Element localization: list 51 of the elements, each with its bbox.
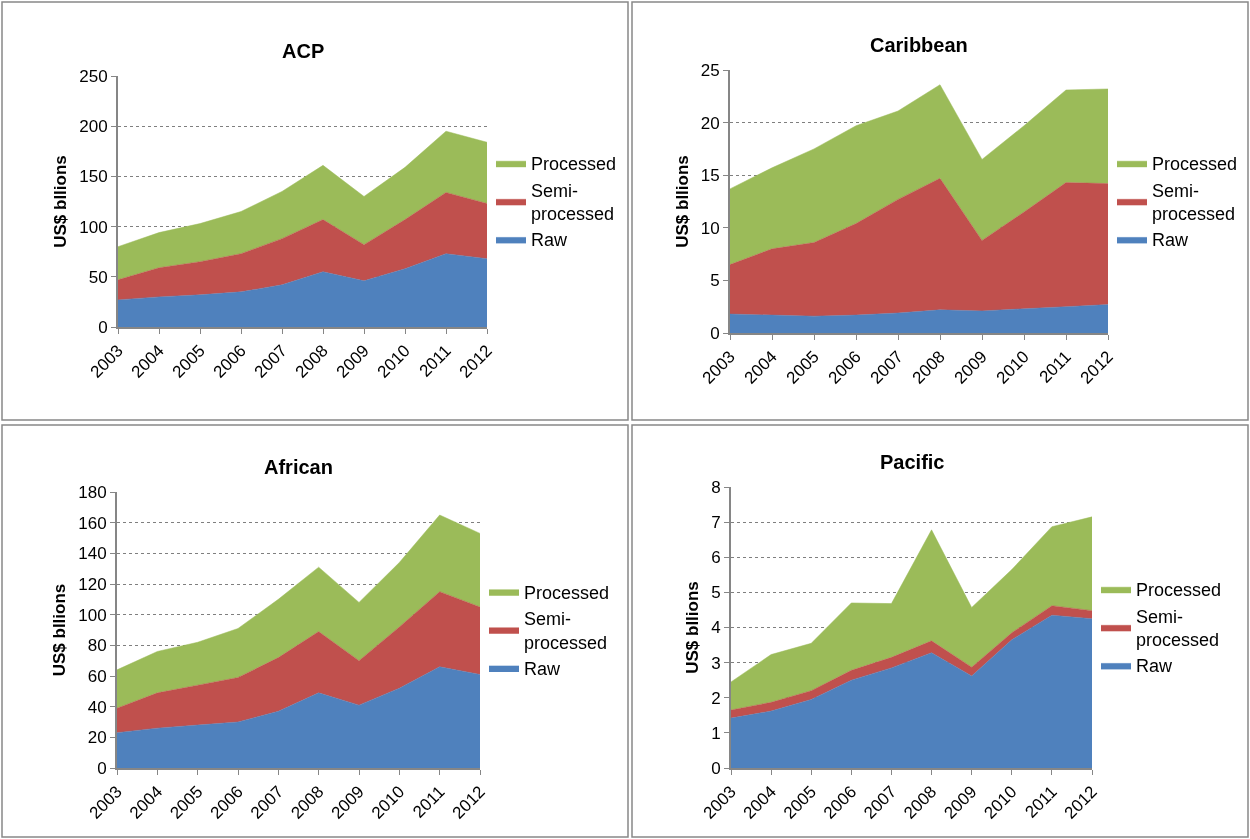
chart-title: Pacific [880, 451, 945, 473]
y-tick-label: 8 [711, 477, 721, 497]
legend-label: Processed [524, 582, 610, 603]
y-tick-label: 1 [711, 723, 721, 743]
legend-label: Processed [531, 154, 617, 175]
y-tick-label: 15 [700, 166, 720, 186]
legend-label: Raw [524, 658, 562, 679]
chart-title: African [264, 456, 333, 478]
legend-label: Processed [1136, 580, 1222, 601]
y-tick-label: 50 [88, 267, 108, 287]
legend-label: Semi- processed [1136, 606, 1220, 651]
y-tick-label: 6 [711, 548, 721, 568]
y-tick-label: 250 [79, 66, 108, 86]
chart-title: Caribbean [870, 34, 968, 56]
legend-label: Raw [531, 230, 569, 251]
y-tick-label: 0 [97, 758, 107, 778]
y-tick-label: 40 [87, 697, 107, 717]
y-tick-label: 5 [710, 271, 720, 291]
legend-label: Semi- processed [531, 180, 615, 225]
y-axis-title: US$ bllions [672, 155, 692, 248]
y-tick-label: 140 [78, 544, 107, 564]
y-tick-label: 160 [78, 513, 107, 533]
y-tick-label: 10 [700, 218, 720, 238]
y-tick-label: 5 [711, 583, 721, 603]
legend-label: Semi- processed [524, 609, 608, 653]
legend-label: Processed [1152, 154, 1238, 175]
legend-label: Raw [1136, 656, 1174, 677]
y-tick-label: 20 [87, 728, 107, 748]
chart-title: ACP [282, 40, 325, 62]
y-tick-label: 4 [711, 618, 721, 638]
y-tick-label: 0 [98, 317, 108, 337]
y-tick-label: 25 [700, 60, 720, 80]
y-tick-label: 0 [711, 758, 721, 778]
legend-label: Raw [1152, 230, 1190, 251]
y-tick-label: 80 [87, 636, 107, 656]
y-tick-label: 3 [711, 653, 721, 673]
y-tick-label: 0 [710, 323, 720, 343]
y-tick-label: 60 [87, 666, 107, 686]
y-tick-label: 150 [79, 167, 108, 187]
y-tick-label: 7 [711, 513, 721, 533]
y-tick-label: 120 [78, 574, 107, 594]
y-tick-label: 200 [79, 117, 108, 137]
y-tick-label: 20 [700, 113, 720, 133]
y-tick-label: 180 [78, 482, 107, 502]
legend-label: Semi- processed [1152, 180, 1236, 225]
y-tick-label: 2 [711, 688, 721, 708]
y-axis-title: US$ bllions [683, 581, 703, 674]
y-axis-title: US$ bllions [51, 155, 71, 248]
y-axis-title: US$ bllions [50, 583, 70, 677]
y-tick-label: 100 [79, 217, 108, 237]
y-tick-label: 100 [78, 605, 107, 625]
